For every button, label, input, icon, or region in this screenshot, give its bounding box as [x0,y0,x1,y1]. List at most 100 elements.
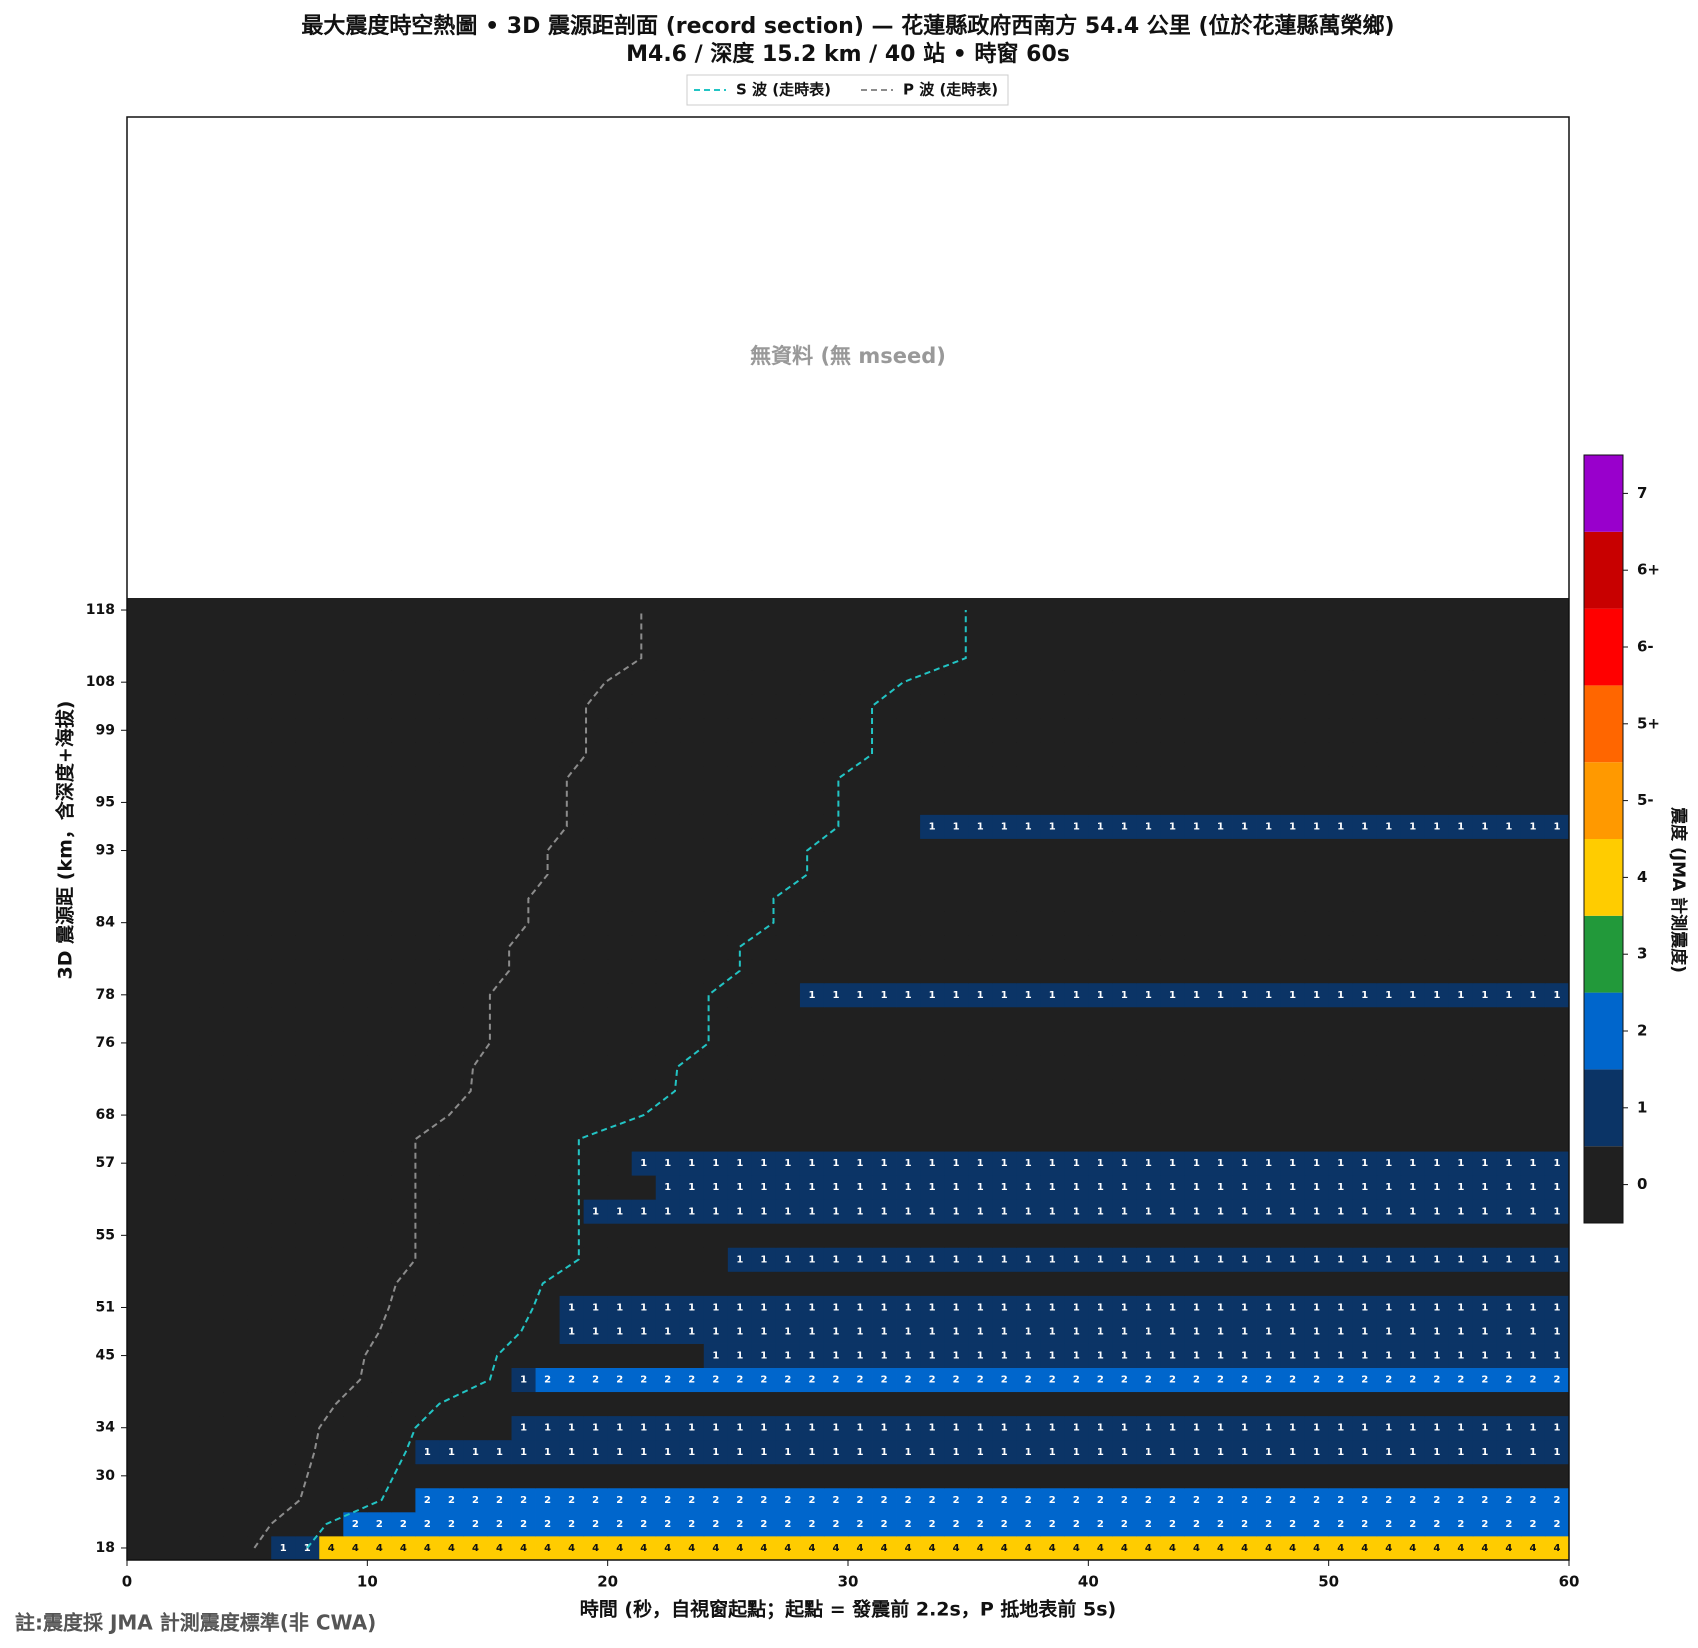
heatmap-cell [848,934,873,960]
heatmap-cell [199,1295,224,1320]
heatmap-cell [1280,1151,1306,1176]
heatmap-cell [1232,1151,1257,1176]
heatmap-cell [1088,1223,1113,1248]
heatmap-cell [367,982,392,1008]
heatmap-cell [1424,1030,1450,1056]
heatmap-cell [1064,1199,1089,1224]
heatmap-cell [823,1319,849,1344]
heatmap-cell [247,1151,272,1176]
heatmap-cell [319,910,344,936]
cell-label: 2 [712,1495,719,1506]
cell-label: 1 [1265,1206,1272,1217]
heatmap-cell [247,1223,272,1248]
heatmap-cell [583,1030,609,1056]
heatmap-cell [1160,1487,1185,1513]
heatmap-cell [1496,1103,1522,1128]
heatmap-cell [799,670,825,695]
heatmap-cell [559,1463,585,1489]
cell-label: 1 [784,1423,791,1434]
cell-label: 2 [616,1495,623,1506]
cell-label: 1 [1433,1302,1440,1313]
heatmap-cell [703,1487,729,1513]
y-tick-label: 18 [96,1540,115,1556]
heatmap-cell [1256,694,1281,719]
heatmap-cell [1112,1079,1137,1104]
cell-label: 1 [977,1182,984,1193]
heatmap-cell [391,622,416,647]
heatmap-cell [1352,1439,1378,1465]
cell-label: 1 [664,1423,671,1434]
cell-label: 1 [1361,1423,1368,1434]
heatmap-cell [439,694,464,719]
heatmap-cell [415,1079,440,1104]
heatmap-cell [247,1511,272,1537]
heatmap-cell [487,670,512,695]
cell-label: 2 [568,1519,575,1530]
heatmap-cell [1400,718,1426,743]
heatmap-cell [607,1247,633,1272]
heatmap-cell [295,1511,320,1537]
cell-label: 1 [1217,1254,1224,1265]
cell-label: 1 [616,1327,623,1338]
heatmap-cell [944,934,969,960]
cell-label: 1 [1193,821,1200,832]
heatmap-cell [655,1439,681,1465]
heatmap-cell [1496,694,1522,719]
heatmap-cell [223,814,248,839]
heatmap-cell [1064,670,1089,695]
heatmap-cell [463,862,488,887]
heatmap-cell [127,694,152,719]
heatmap-cell [1088,1535,1113,1561]
cell-label: 1 [1001,1182,1008,1193]
heatmap-cell [511,718,536,743]
heatmap-cell [1064,1391,1089,1417]
heatmap-cell [679,718,705,743]
heatmap-cell [1304,1487,1330,1513]
cell-label: 1 [784,1206,791,1217]
heatmap-cell [992,1439,1017,1465]
heatmap-cell [703,1127,729,1152]
heatmap-cell [607,1415,633,1441]
heatmap-cell [1088,1463,1113,1489]
heatmap-cell [1064,934,1089,960]
heatmap-cell [295,1054,320,1080]
cell-label: 1 [736,1351,743,1362]
heatmap-cell [1544,790,1570,815]
heatmap-cell [583,1343,609,1368]
cell-label: 1 [929,1447,936,1458]
heatmap-cell [1232,766,1257,791]
cell-label: 1 [832,1327,839,1338]
cell-label: 2 [784,1495,791,1506]
y-tick-label: 95 [96,794,115,810]
cell-label: 2 [1217,1375,1224,1386]
heatmap-cell [920,1103,945,1128]
heatmap-cell [1016,1295,1041,1320]
heatmap-cell [1208,982,1233,1008]
heatmap-cell [463,1463,488,1489]
heatmap-cell [559,886,585,912]
heatmap-cell [992,1054,1017,1080]
heatmap-cell [439,742,464,767]
colorbar-tick-label: 6- [1637,638,1654,656]
heatmap-cell [247,766,272,791]
heatmap-cell [559,814,585,839]
heatmap-cell [1424,1463,1450,1489]
heatmap-cell [1280,1199,1306,1224]
heatmap-cell [751,1030,777,1056]
cell-label: 1 [1289,1423,1296,1434]
heatmap-cell [1088,1367,1113,1393]
heatmap-cell [343,1175,368,1200]
cell-label: 4 [1481,1543,1488,1554]
heatmap-cell [896,1054,921,1080]
heatmap-cell [319,886,344,912]
heatmap-cell [823,982,849,1008]
heatmap-cell [1448,718,1474,743]
heatmap-cell [607,1199,633,1224]
heatmap-cell [415,1367,440,1393]
heatmap-cell [1184,1175,1209,1200]
colorbar-tick-label: 6+ [1637,561,1660,579]
heatmap-cell [631,910,657,936]
cell-label: 1 [1553,1327,1560,1338]
cell-label: 1 [760,1182,767,1193]
heatmap-cell [1376,886,1402,912]
